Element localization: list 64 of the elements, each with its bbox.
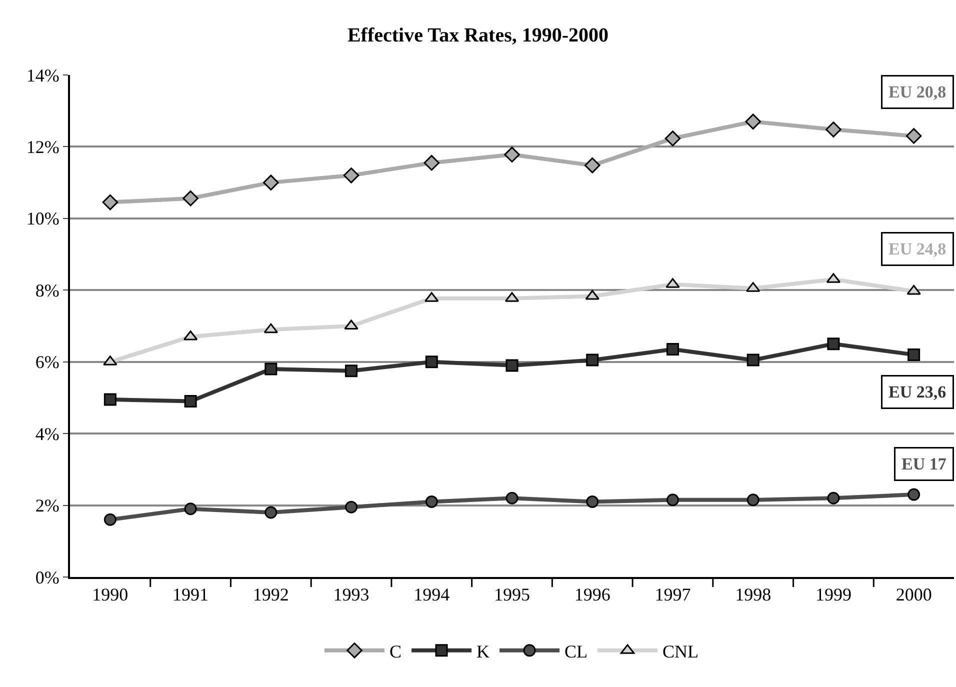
point [586, 495, 599, 508]
point [746, 354, 760, 366]
y-tick-label: 14% [26, 65, 60, 86]
point [345, 364, 358, 378]
point [343, 168, 360, 184]
legend-label: K [476, 641, 490, 662]
point [104, 513, 116, 526]
annotation: EU 24,8 [888, 240, 946, 258]
point [745, 114, 761, 130]
point [746, 494, 760, 506]
x-tick-label: 1990 [92, 584, 128, 605]
annotation: EU 17 [902, 454, 947, 474]
point [666, 494, 679, 506]
point [906, 284, 921, 295]
x-tick-label: 1993 [333, 584, 370, 605]
point [264, 362, 278, 376]
legend-label: CNL [662, 641, 699, 662]
point [345, 500, 358, 514]
point [424, 154, 440, 171]
point [827, 492, 840, 504]
point [184, 395, 197, 408]
point [908, 348, 920, 361]
x-tick-label: 1992 [252, 584, 289, 605]
point [664, 130, 681, 146]
point [506, 492, 518, 504]
point [584, 157, 600, 174]
point [102, 194, 118, 210]
y-tick-label: 4% [35, 424, 60, 444]
x-tick-label: 2000 [896, 584, 932, 605]
y-tick-label: 6% [35, 352, 60, 372]
point [826, 122, 842, 138]
x-tick-label: 1999 [815, 584, 852, 605]
x-tick-label: 1991 [172, 584, 209, 605]
point [425, 495, 438, 508]
x-tick-label: 1995 [494, 584, 530, 605]
annotation: EU 23,6 [888, 382, 946, 402]
legend-label: CL [564, 641, 588, 662]
y-tick-label: 10% [26, 208, 60, 229]
point [104, 393, 116, 406]
point [506, 359, 518, 372]
chart-title: Effective Tax Rates, 1990-2000 [347, 24, 609, 46]
point [827, 338, 840, 350]
point [585, 290, 600, 300]
point [425, 356, 438, 368]
point [184, 502, 197, 516]
annotation: EU 20,8 [888, 82, 946, 102]
point [586, 354, 599, 366]
point [908, 488, 920, 501]
point [182, 190, 198, 206]
x-tick-label: 1994 [414, 584, 450, 605]
point [264, 506, 278, 519]
point [666, 343, 679, 356]
point [264, 323, 278, 334]
x-tick-label: 1998 [735, 584, 772, 605]
y-tick-label: 2% [35, 496, 60, 516]
legend-label: C [390, 641, 402, 662]
y-tick-label: 0% [35, 567, 60, 588]
y-tick-label: 8% [35, 280, 60, 300]
x-tick-label: 1996 [574, 584, 610, 605]
point [906, 128, 922, 144]
point [263, 174, 279, 190]
x-tick-label: 1997 [654, 584, 691, 605]
point [504, 146, 520, 162]
y-tick-label: 12% [26, 137, 60, 158]
